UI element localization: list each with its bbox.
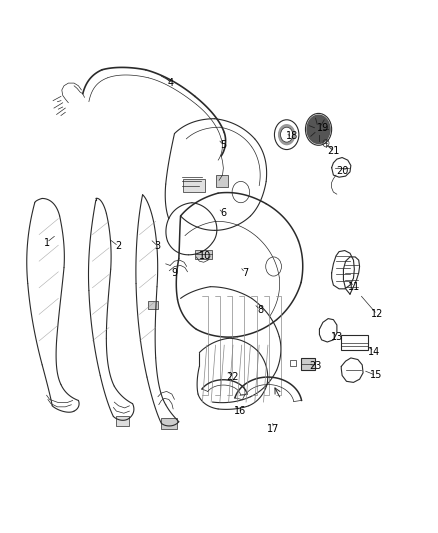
Text: 15: 15 [370,370,382,381]
FancyBboxPatch shape [301,359,315,370]
Text: 14: 14 [368,346,380,357]
Text: 17: 17 [267,424,280,434]
Text: 12: 12 [371,309,383,319]
Text: 19: 19 [317,123,329,133]
Circle shape [306,115,331,144]
Text: 13: 13 [331,332,343,342]
FancyBboxPatch shape [117,416,130,426]
Text: 11: 11 [348,282,360,292]
FancyBboxPatch shape [148,301,158,309]
Text: 22: 22 [226,372,238,382]
Text: 2: 2 [116,241,122,251]
Text: 1: 1 [43,238,49,247]
Text: 21: 21 [327,146,339,156]
Text: 20: 20 [336,166,348,176]
Circle shape [281,127,293,142]
FancyBboxPatch shape [183,179,205,192]
Text: 10: 10 [199,251,211,261]
Text: 5: 5 [220,140,226,150]
Text: 16: 16 [234,406,246,416]
FancyBboxPatch shape [290,360,296,367]
FancyBboxPatch shape [195,250,212,259]
Text: 9: 9 [171,268,177,278]
Text: 3: 3 [155,241,161,251]
Text: 6: 6 [220,208,226,219]
Text: 7: 7 [242,268,248,278]
FancyBboxPatch shape [161,418,177,429]
FancyBboxPatch shape [341,335,368,351]
Text: 8: 8 [258,305,264,315]
Text: 18: 18 [286,131,298,141]
Text: 23: 23 [309,361,321,372]
FancyBboxPatch shape [215,175,228,187]
Text: 4: 4 [168,78,174,88]
Circle shape [278,124,295,146]
